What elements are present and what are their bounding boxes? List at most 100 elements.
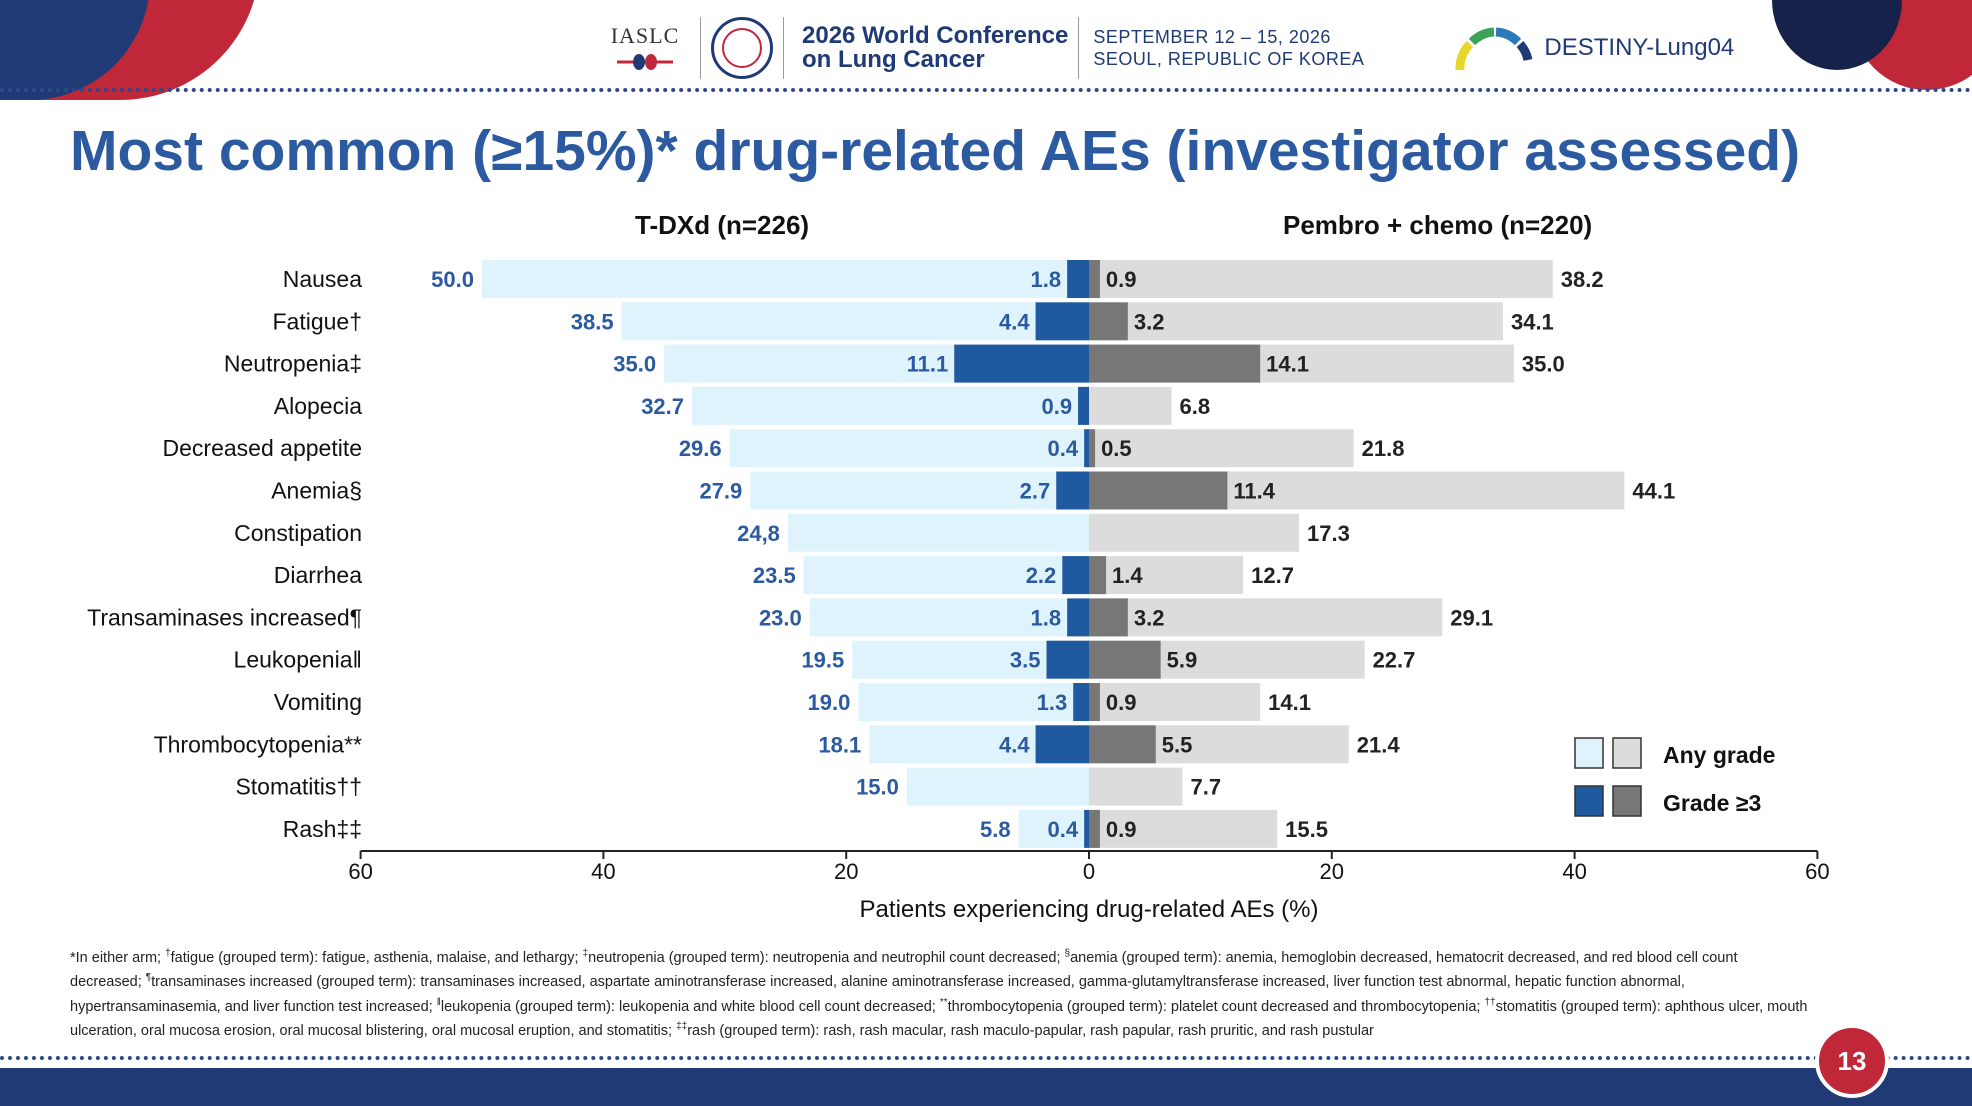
bar-tdxd-grade3 [1035,302,1089,341]
bar-tdxd-any-grade [809,598,1089,637]
category-label: Decreased appetite [163,435,362,461]
bar-tdxd-any-grade [1018,809,1089,848]
data-label-pembro-any-grade: 21.8 [1362,436,1405,461]
x-tick-label: 40 [591,859,615,884]
data-label-pembro-any-grade: 17.3 [1307,521,1350,546]
legend-swatch-pembro-grade3 [1612,785,1642,817]
data-label-tdxd-grade3: 2.2 [1026,563,1057,588]
category-label: Neutropenia‡ [224,351,362,377]
bar-pembro-any-grade [1089,556,1244,595]
legend-label-any-grade: Any grade [1663,742,1775,768]
slide-title: Most common (≥15%)* drug-related AEs (in… [70,119,1801,183]
footnote-text: stomatitis (grouped term): aphthous ulce… [70,998,1808,1040]
data-label-pembro-any-grade: 21.4 [1357,732,1401,757]
footnote-text: *In either arm; [70,949,166,966]
bar-tdxd-any-grade [803,556,1089,595]
bar-pembro-any-grade [1089,429,1354,468]
category-label: Leukopenia‖ [234,647,362,673]
x-tick-label: 40 [1562,859,1586,884]
category-label: Transaminases increased¶ [87,604,362,630]
data-label-tdxd-any-grade: 5.8 [980,817,1011,842]
footnote-symbol: † [165,948,171,959]
header-separator [1078,17,1080,79]
category-label: Nausea [283,266,362,292]
data-label-pembro-grade3: 0.9 [1106,817,1137,842]
left-arm-heading: T-DXd (n=226) [635,210,810,240]
bar-pembro-grade3 [1089,556,1106,595]
lungs-icon [617,54,673,70]
bar-tdxd-grade3 [1035,725,1089,764]
bar-pembro-grade3 [1089,260,1100,298]
butterfly-bar-chart: Nausea 50.0 1.8 38.2 0.9 Fatigue† 38.5 4.4 34.1 3… [87,260,1830,923]
data-label-tdxd-grade3: 11.1 [907,352,949,377]
bar-pembro-any-grade [1089,386,1172,425]
footer-bar [0,1068,1972,1106]
data-label-tdxd-any-grade: 35.0 [613,352,656,377]
bar-tdxd-any-grade [750,471,1089,510]
x-tick-label: 60 [1805,859,1829,884]
bar-tdxd-grade3 [1078,386,1089,425]
trial-logo: DESTINY-Lung04 [1454,22,1734,74]
data-label-pembro-any-grade: 34.1 [1511,309,1554,334]
bar-pembro-grade3 [1089,683,1100,721]
data-label-pembro-grade3: 0.9 [1106,267,1137,292]
bar-pembro-any-grade [1089,260,1553,298]
data-label-tdxd-grade3: 4.4 [999,732,1030,757]
legend-swatch-pembro-any-grade [1612,737,1642,769]
data-label-tdxd-grade3: 0.4 [1048,436,1079,461]
bar-tdxd-any-grade [858,683,1089,721]
bar-pembro-grade3 [1089,302,1128,341]
bar-pembro-any-grade [1089,513,1300,552]
bar-pembro-any-grade [1089,809,1278,848]
category-label: Anemia§ [271,478,362,504]
category-label: Diarrhea [274,562,362,588]
header-separator [783,17,784,79]
bar-pembro-grade3 [1089,344,1261,383]
footnote-text: rash (grouped term): rash, rash macular,… [687,1023,1374,1040]
data-label-pembro-grade3: 0.9 [1106,690,1137,715]
footnote-text: anemia (grouped term): anemia, hemoglobi… [70,949,1738,991]
bar-tdxd-grade3 [1056,471,1089,510]
bar-pembro-grade3 [1089,471,1228,510]
data-label-pembro-any-grade: 22.7 [1373,648,1416,673]
bar-tdxd-any-grade [729,429,1089,468]
wclc-seal-icon [711,17,773,79]
header-dotted-divider [0,88,1972,92]
footnote-symbol: ** [939,996,948,1008]
data-label-tdxd-grade3: 2.7 [1020,479,1051,504]
legend-label-grade3: Grade ≥3 [1663,790,1761,816]
data-label-pembro-grade3: 0.5 [1101,436,1132,461]
category-label: Thrombocytopenia** [154,731,362,757]
bar-pembro-grade3 [1089,640,1161,679]
footer-dotted-divider [0,1056,1972,1060]
bar-pembro-any-grade [1089,683,1261,721]
data-label-tdxd-grade3: 3.5 [1010,648,1041,673]
category-label: Stomatitis†† [235,774,362,800]
data-label-tdxd-grade3: 4.4 [999,309,1030,334]
data-label-tdxd-grade3: 0.4 [1048,817,1079,842]
footnote-text: neutropenia (grouped term): neutropenia … [588,949,1065,966]
data-label-tdxd-any-grade: 23.5 [753,563,796,588]
bar-tdxd-any-grade [787,513,1089,552]
bar-tdxd-grade3 [1084,429,1089,468]
x-axis-title: Patients experiencing drug-related AEs (… [860,896,1319,923]
bar-tdxd-grade3 [1067,598,1089,637]
data-label-pembro-any-grade: 6.8 [1180,394,1211,419]
data-label-pembro-any-grade: 14.1 [1268,690,1311,715]
data-label-tdxd-any-grade: 29.6 [679,436,722,461]
data-label-pembro-grade3: 1.4 [1112,563,1143,588]
bar-pembro-grade3 [1089,809,1100,848]
data-label-tdxd-any-grade: 23.0 [759,605,802,630]
data-label-tdxd-any-grade: 15.0 [856,775,899,800]
bar-tdxd-grade3 [1067,260,1089,298]
conference-name: 2026 World Conference on Lung Cancer [802,24,1068,72]
data-label-pembro-any-grade: 35.0 [1522,352,1565,377]
footnote-symbol: ‡‡ [676,1021,688,1033]
data-label-pembro-any-grade: 29.1 [1450,605,1493,630]
x-tick-label: 60 [348,859,372,884]
data-label-pembro-any-grade: 12.7 [1251,563,1294,588]
data-label-tdxd-any-grade: 38.5 [571,309,614,334]
category-label: Vomiting [274,689,362,715]
data-label-tdxd-any-grade: 19.5 [801,648,844,673]
footnote-text: leukopenia (grouped term): leukopenia an… [440,998,940,1015]
